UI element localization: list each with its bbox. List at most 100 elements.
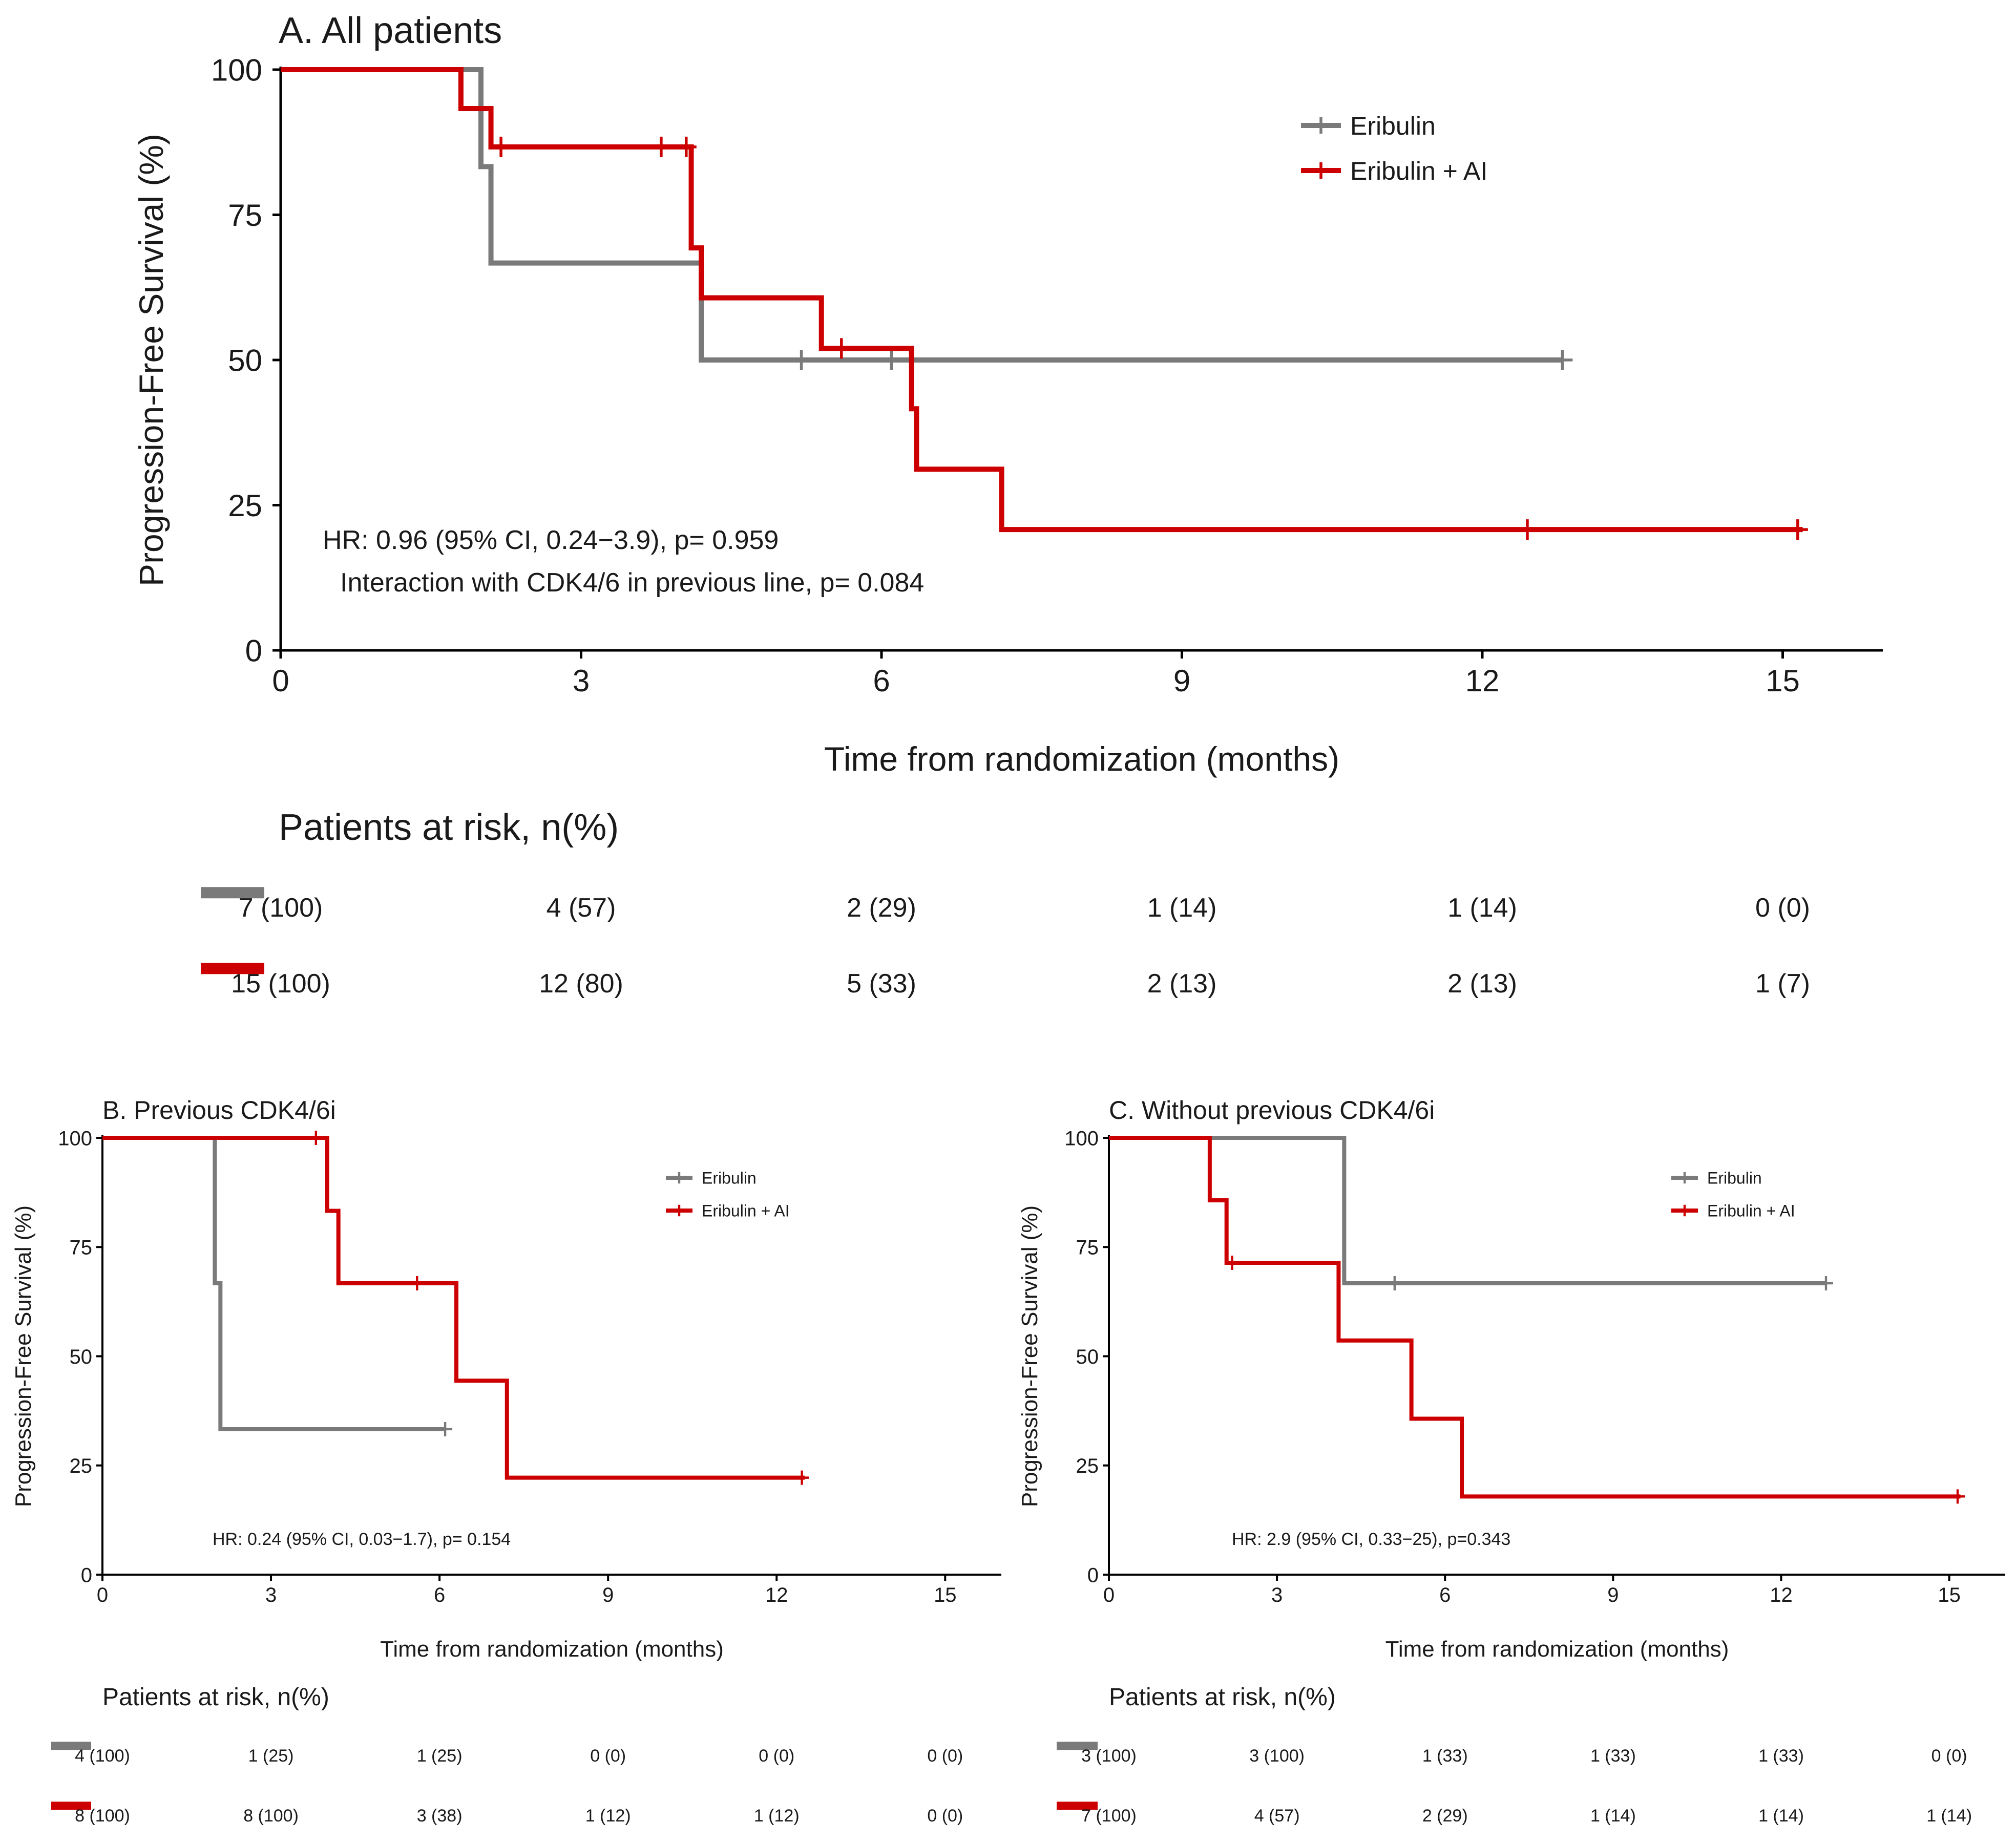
legend-label-eribulin-ai: Eribulin + AI (1350, 157, 1487, 185)
censor-mark-eribulin-ai (831, 338, 852, 359)
panel-a: A. All patients 0 25 50 75 100 0 3 6 9 12 15 Time fr… (132, 10, 1883, 999)
risk-table-cell: 1 (33) (1590, 1746, 1636, 1766)
annotation-text: HR: 0.96 (95% CI, 0.24−3.9), p= 0.959 (323, 525, 779, 555)
censor-mark-eribulin (1387, 1276, 1402, 1291)
risk-table-cell: 4 (57) (1254, 1806, 1300, 1826)
y-tick-label: 25 (228, 489, 262, 523)
risk-table-cell: 0 (0) (590, 1746, 626, 1766)
x-tick-label: 15 (1766, 664, 1800, 698)
x-tick-label: 0 (272, 664, 289, 698)
risk-table-cell: 4 (100) (75, 1746, 130, 1766)
risk-table-cell: 1 (33) (1422, 1746, 1468, 1766)
risk-table-cell: 1 (12) (585, 1806, 631, 1826)
legend: Eribulin Eribulin + AI (1671, 1169, 1795, 1220)
risk-table: Patients at risk, n(%) 3 (100) 3 (100) 1 (3… (1057, 1684, 1972, 1826)
x-tick-label: 6 (1439, 1584, 1451, 1606)
y-tick-label: 75 (1076, 1237, 1099, 1259)
censor-mark-eribulin-ai (491, 136, 512, 157)
censor-mark-eribulin (881, 350, 902, 370)
censor-mark-eribulin-ai (676, 136, 697, 157)
censor-mark-eribulin-ai (1517, 519, 1538, 540)
risk-table-cell: 1 (25) (417, 1746, 463, 1766)
series-line-eribulin (281, 67, 1563, 363)
risk-table-cell: 7 (100) (1081, 1806, 1137, 1826)
censor-mark-eribulin-ai (308, 1131, 323, 1145)
risk-table-cell: 0 (0) (759, 1746, 794, 1766)
series-line-eribulin (1109, 1136, 1826, 1286)
series-line-eribulin-ai (1109, 1136, 1961, 1499)
y-tick-label: 50 (228, 344, 262, 378)
y-tick-label: 25 (70, 1455, 93, 1477)
censor-mark-eribulin-ai (794, 1470, 809, 1485)
x-tick-label: 12 (1770, 1584, 1793, 1606)
series-line-eribulin-ai (102, 1136, 805, 1480)
legend-label-eribulin-ai: Eribulin + AI (1707, 1202, 1795, 1220)
y-tick-label: 75 (228, 198, 262, 232)
risk-table-cell: 8 (100) (243, 1806, 299, 1826)
legend-label-eribulin: Eribulin (1707, 1169, 1762, 1188)
risk-table-cell: 1 (33) (1758, 1746, 1804, 1766)
censor-mark-eribulin (791, 350, 812, 370)
y-tick-label: 25 (1076, 1455, 1099, 1477)
risk-table-cell: 2 (29) (1422, 1806, 1468, 1826)
risk-table-cell: 1 (7) (1755, 969, 1810, 999)
panel-c: C. Without previous CDK4/6i 0 25 50 75 100 0 3 6… (1017, 1096, 2005, 1826)
risk-table-cell: 1 (14) (1590, 1806, 1636, 1826)
risk-table-cell: 7 (100) (239, 893, 323, 923)
risk-table-cell: 12 (80) (539, 969, 623, 999)
censor-mark-eribulin (1819, 1276, 1833, 1291)
panel-title: B. Previous CDK4/6i (102, 1096, 336, 1125)
risk-table-cell: 3 (100) (1081, 1746, 1137, 1766)
risk-table-cell: 0 (0) (927, 1806, 963, 1826)
x-tick-label: 0 (97, 1584, 108, 1606)
risk-table-cell: 1 (14) (1447, 893, 1517, 923)
x-tick-label: 0 (1103, 1584, 1115, 1606)
censor-mark-eribulin-ai (1787, 519, 1808, 540)
x-tick-label: 3 (265, 1584, 277, 1606)
y-tick-label: 0 (81, 1564, 92, 1586)
panel-title: C. Without previous CDK4/6i (1109, 1096, 1435, 1125)
censor-mark-eribulin (438, 1422, 453, 1436)
y-tick-label: 50 (1076, 1346, 1099, 1368)
y-axis-label: Progression-Free Survival (%) (11, 1205, 36, 1507)
y-tick-label: 100 (1064, 1127, 1099, 1150)
panel-b: B. Previous CDK4/6i 0 25 50 75 100 0 3 6 9 12 15 Tim… (11, 1096, 1001, 1826)
risk-table-cell: 3 (100) (1249, 1746, 1305, 1766)
x-axis-label: Time from randomization (months) (1385, 1637, 1729, 1662)
x-tick-label: 6 (434, 1584, 445, 1606)
risk-table-cell: 2 (29) (847, 893, 916, 923)
x-tick-label: 3 (573, 664, 590, 698)
legend: Eribulin Eribulin + AI (1301, 112, 1487, 185)
risk-table-cell: 3 (38) (417, 1806, 463, 1826)
x-tick-label: 9 (1607, 1584, 1619, 1606)
y-axis-label: Progression-Free Survival (%) (132, 134, 170, 586)
risk-table-cell: 1 (14) (1147, 893, 1217, 923)
risk-table-cell: 5 (33) (847, 969, 916, 999)
risk-table-cell: 2 (13) (1147, 969, 1217, 999)
y-axis-label: Progression-Free Survival (%) (1017, 1205, 1042, 1507)
risk-table-cell: 1 (12) (754, 1806, 800, 1826)
x-tick-label: 15 (1938, 1584, 1961, 1606)
risk-table-title: Patients at risk, n(%) (279, 807, 619, 848)
x-tick-label: 12 (1465, 664, 1500, 698)
risk-table: Patients at risk, n(%) 7 (100) 4 (57) 2 (29… (201, 807, 1810, 999)
risk-table: Patients at risk, n(%) 4 (100) 1 (25) 1 (25… (51, 1684, 963, 1826)
censor-mark-eribulin (1552, 350, 1573, 370)
risk-table-title: Patients at risk, n(%) (1109, 1684, 1336, 1711)
panel-title: A. All patients (279, 10, 502, 51)
legend-label-eribulin: Eribulin (1350, 112, 1436, 140)
censor-mark-eribulin-ai (650, 136, 671, 157)
risk-table-cell: 1 (14) (1758, 1806, 1804, 1826)
y-tick-label: 75 (70, 1237, 93, 1259)
y-tick-label: 100 (58, 1127, 92, 1150)
annotation-text: HR: 2.9 (95% CI, 0.33−25), p=0.343 (1232, 1530, 1510, 1549)
x-tick-label: 12 (765, 1584, 788, 1606)
legend-label-eribulin: Eribulin (702, 1169, 757, 1188)
y-tick-label: 0 (1087, 1564, 1099, 1586)
risk-table-cell: 0 (0) (1931, 1746, 1967, 1766)
censor-mark-eribulin-ai (1950, 1489, 1965, 1504)
censor-mark-eribulin-ai (1225, 1255, 1240, 1270)
y-tick-label: 0 (245, 634, 262, 668)
